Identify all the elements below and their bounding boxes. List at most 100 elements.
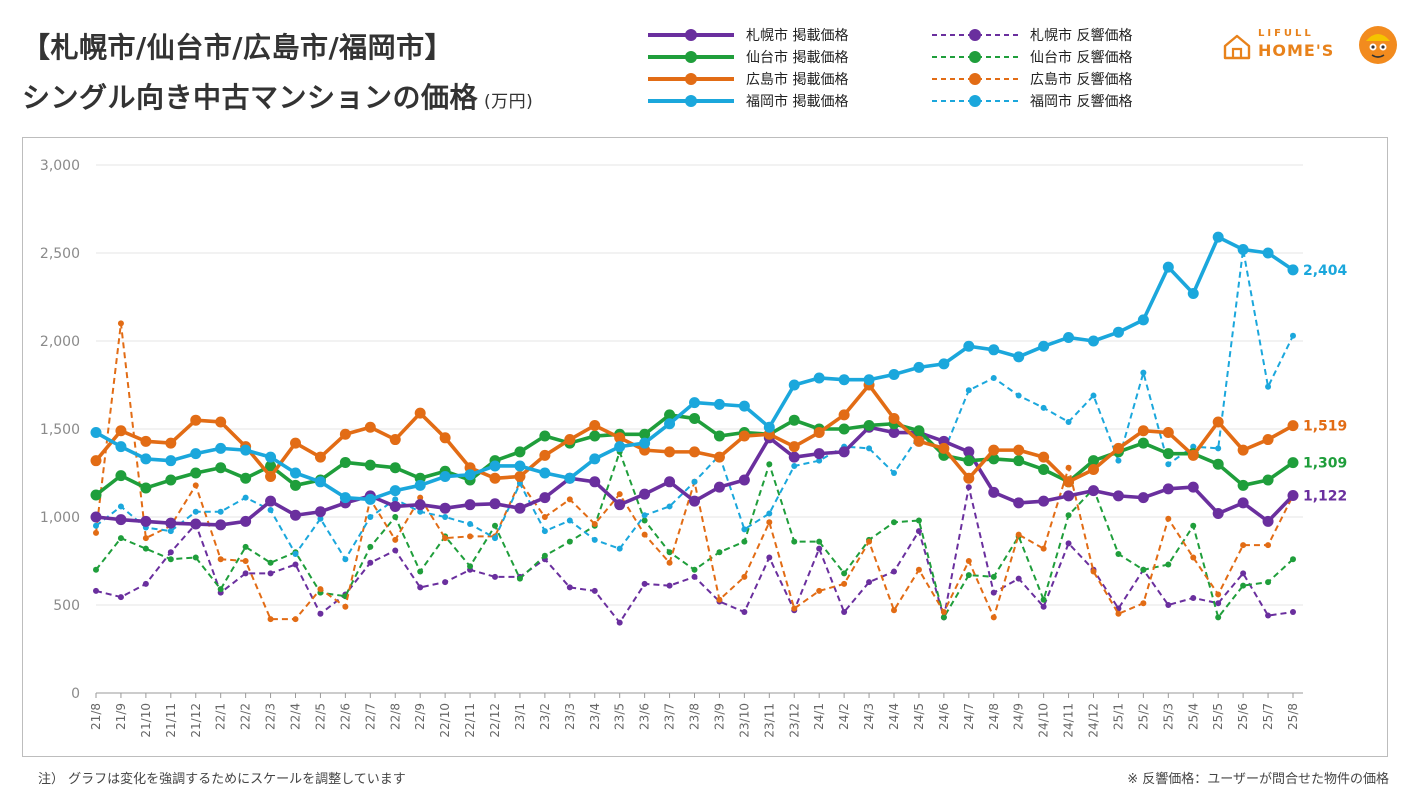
data-point (516, 575, 523, 582)
x-tick-label: 23/4 (588, 703, 602, 730)
data-point (564, 472, 576, 484)
data-point (339, 456, 351, 468)
data-point (1013, 455, 1025, 467)
data-point (888, 412, 900, 424)
data-point (339, 492, 351, 504)
data-point (1088, 463, 1099, 475)
data-point (963, 340, 975, 352)
data-point (1015, 575, 1022, 582)
data-point (1187, 481, 1199, 493)
data-point (215, 462, 227, 474)
data-point (93, 566, 99, 573)
series-3 (90, 231, 1299, 505)
data-point (1165, 602, 1172, 608)
data-point (1240, 582, 1247, 589)
data-point (589, 476, 601, 488)
x-tick-label: 24/12 (1087, 703, 1101, 738)
data-point (265, 451, 277, 463)
chart-title-line2: シングル向き中古マンションの価格 (万円) (22, 76, 533, 116)
data-point (190, 414, 202, 426)
data-point (816, 457, 823, 464)
data-point (1265, 542, 1272, 549)
data-point (417, 568, 424, 575)
data-point (988, 453, 1000, 465)
series-0 (90, 421, 1299, 531)
data-point (1240, 570, 1247, 577)
legend-item: 福岡市 反響価格 (930, 90, 1132, 112)
data-point (591, 536, 598, 543)
data-point (514, 460, 526, 472)
data-point (965, 572, 972, 579)
data-point (664, 409, 676, 421)
data-point (467, 533, 474, 540)
data-point (439, 471, 451, 483)
data-point (866, 538, 873, 545)
data-point (788, 414, 800, 426)
x-tick-label: 22/7 (363, 703, 377, 730)
data-point (963, 472, 975, 484)
data-point (115, 514, 127, 526)
x-tick-label: 22/1 (214, 703, 228, 730)
data-point (1063, 490, 1075, 502)
data-point (766, 519, 773, 526)
data-point (364, 493, 376, 505)
series-line (95, 486, 1294, 624)
data-point (1287, 490, 1299, 502)
data-point (1290, 609, 1296, 616)
data-point (240, 444, 252, 456)
x-tick-label: 24/1 (812, 703, 826, 730)
data-point (267, 559, 274, 566)
data-point (489, 498, 501, 510)
data-point (1215, 600, 1222, 607)
data-point (539, 492, 551, 504)
data-point (965, 558, 972, 564)
data-point (290, 467, 301, 479)
data-point (165, 455, 177, 467)
data-point (891, 568, 897, 575)
data-point (1290, 556, 1296, 563)
data-point (367, 559, 374, 566)
data-point (392, 536, 399, 543)
data-point (1262, 515, 1274, 527)
data-point (414, 499, 426, 511)
data-point (866, 579, 873, 586)
data-point (816, 538, 823, 545)
x-tick-label: 25/4 (1186, 703, 1200, 730)
data-point (1040, 596, 1047, 603)
legend-item: 仙台市 掲載価格 (646, 46, 848, 68)
data-point (641, 580, 648, 587)
data-point (1112, 490, 1124, 502)
data-point (339, 428, 351, 440)
y-tick-label: 1,000 (40, 510, 80, 526)
x-tick-label: 24/6 (937, 703, 951, 730)
data-point (1013, 351, 1025, 363)
data-point (464, 469, 476, 481)
legend-swatch (648, 95, 734, 107)
data-point (389, 485, 401, 497)
data-point (666, 582, 673, 589)
data-point (90, 511, 102, 523)
data-point (242, 543, 249, 550)
data-point (1265, 612, 1272, 619)
x-tick-label: 21/10 (139, 703, 153, 738)
data-point (1287, 420, 1299, 432)
x-tick-label: 22/5 (313, 703, 327, 730)
data-point (664, 418, 676, 430)
data-point (816, 587, 823, 594)
data-point (1065, 540, 1072, 547)
data-point (888, 427, 900, 439)
data-point (788, 451, 800, 463)
x-tick-label: 21/9 (114, 703, 128, 730)
x-tick-label: 23/7 (663, 703, 677, 730)
data-point (367, 543, 374, 550)
data-point (93, 529, 99, 536)
data-point (741, 526, 748, 533)
data-point (240, 472, 252, 484)
x-tick-label: 22/2 (239, 703, 253, 730)
data-point (1165, 515, 1172, 522)
data-point (392, 514, 399, 520)
data-point (566, 496, 573, 503)
legend-label: 札幌市 掲載価格 (746, 28, 849, 44)
data-point (1287, 264, 1299, 276)
data-point (1290, 332, 1296, 339)
